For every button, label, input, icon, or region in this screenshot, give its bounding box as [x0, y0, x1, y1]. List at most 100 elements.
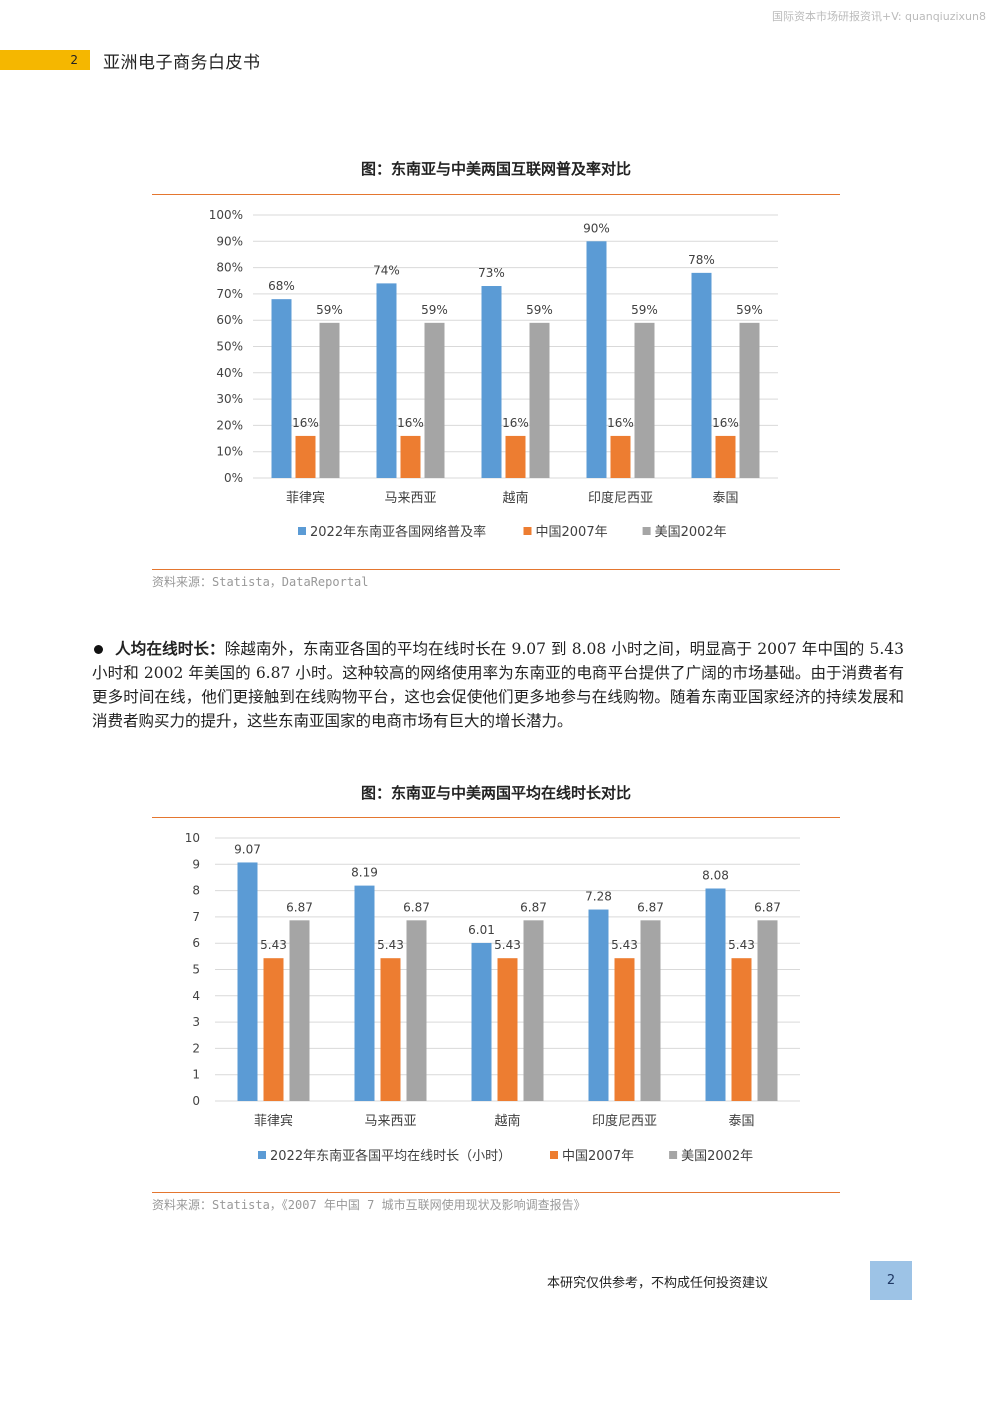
chart2-bar — [406, 920, 427, 1101]
chart2-data-label: 9.07 — [234, 842, 261, 856]
chart1-ytick-label: 80% — [216, 261, 243, 275]
chart1-bar — [715, 435, 736, 478]
chart2-bar — [705, 888, 726, 1101]
chart2-data-label: 5.43 — [611, 938, 638, 952]
chart1-ytick-label: 40% — [216, 366, 243, 380]
chart1-bar — [295, 435, 316, 478]
chart2-category-label: 印度尼西亚 — [592, 1113, 657, 1129]
figure1-title: 图：东南亚与中美两国互联网普及率对比 — [360, 160, 631, 178]
chart1-bar — [610, 435, 631, 478]
chart1-data-label: 16% — [397, 416, 424, 430]
chart1-bar — [529, 322, 550, 478]
chart2-legend-label: 美国2002年 — [681, 1149, 753, 1164]
chart2-bar — [757, 920, 778, 1101]
chart1-legend-label: 2022年东南亚各国网络普及率 — [310, 524, 486, 540]
chart2-legend-label: 中国2007年 — [562, 1149, 634, 1164]
chart1-bar — [586, 241, 607, 478]
chart2-bar — [354, 885, 375, 1101]
chart1-data-label: 73% — [478, 266, 505, 280]
figure1-chart: 0% 10% 20% 30% 40% 50% 60% 70% 80% 90% 100% 68% 16% 5… — [209, 208, 778, 540]
chart2-ytick-label: 3 — [192, 1015, 200, 1029]
chart1-bar — [505, 435, 526, 478]
chart2-legend-label: 2022年东南亚各国平均在线时长（小时） — [270, 1148, 511, 1164]
chart1-data-label: 90% — [583, 221, 610, 235]
chart2-bar — [640, 920, 661, 1101]
chart2-bar — [588, 909, 609, 1101]
chart1-category-label: 泰国 — [712, 491, 738, 506]
chart1-data-label: 78% — [688, 253, 715, 267]
chart1-data-label: 16% — [502, 416, 529, 430]
chart2-bar — [471, 942, 492, 1101]
chart1-legend-swatch — [642, 527, 651, 535]
chart1-category-label: 马来西亚 — [384, 491, 436, 506]
chart2-ytick-label: 6 — [192, 936, 200, 950]
chart2-category-label: 菲律宾 — [254, 1113, 293, 1129]
chart2-data-label: 6.87 — [403, 900, 430, 914]
chart1-ytick-label: 0% — [224, 471, 243, 485]
chart1-data-label: 16% — [292, 416, 319, 430]
chart2-data-label: 6.87 — [637, 900, 664, 914]
watermark-text: 国际资本市场研报资讯+V: quanqiuzixun8 — [771, 10, 986, 23]
chart1-bar — [319, 322, 340, 478]
chart2-category-label: 马来西亚 — [364, 1114, 416, 1129]
chart2-data-label: 5.43 — [260, 938, 287, 952]
chart2-ytick-label: 10 — [185, 831, 200, 845]
chart1-ytick-label: 70% — [216, 287, 243, 301]
chart1-data-label: 59% — [526, 303, 553, 317]
online-time-paragraph: 人均在线时长：除越南外，东南亚各国的平均在线时长在 9.07 到 8.08 小时… — [92, 637, 904, 733]
chart2-ytick-label: 1 — [192, 1068, 200, 1082]
figure2-bottom-rule — [152, 1192, 840, 1193]
chart2-ytick-label: 0 — [192, 1094, 200, 1108]
chart1-data-label: 59% — [421, 303, 448, 317]
chart2-data-label: 8.08 — [702, 868, 729, 882]
chart1-legend-label: 中国2007年 — [536, 525, 608, 540]
figure1-bottom-rule — [152, 569, 840, 570]
chart2-data-label: 5.43 — [494, 938, 521, 952]
chart1-data-label: 59% — [631, 303, 658, 317]
chart1-ytick-label: 100% — [209, 208, 243, 222]
chart2-data-label: 6.87 — [754, 900, 781, 914]
chart1-ytick-label: 60% — [216, 313, 243, 327]
figure2-chart: 0 1 2 3 4 5 6 7 8 9 10 9.07 5.43 6.87 菲律宾 8.19 5.43 6.87 马… — [185, 831, 800, 1164]
chart1-category-label: 印度尼西亚 — [588, 490, 653, 506]
chart1-bar — [271, 299, 292, 478]
chart2-data-label: 8.19 — [351, 866, 378, 880]
chart2-bar — [731, 958, 752, 1101]
chart1-bar — [691, 272, 712, 478]
chart1-bar — [400, 435, 421, 478]
chart1-data-label: 59% — [736, 303, 763, 317]
chart2-ytick-label: 2 — [192, 1041, 200, 1055]
chart2-legend-swatch — [669, 1151, 678, 1159]
figure2-title: 图：东南亚与中美两国平均在线时长对比 — [360, 784, 631, 802]
chart2-legend-swatch — [258, 1151, 266, 1159]
chart1-bar — [424, 322, 445, 478]
chart2-bar — [263, 958, 284, 1101]
chart2-data-label: 6.87 — [286, 900, 313, 914]
chart1-legend-label: 美国2002年 — [655, 525, 727, 540]
chart2-data-label: 5.43 — [377, 938, 404, 952]
chart2-data-label: 6.87 — [520, 900, 547, 914]
chart2-data-label: 7.28 — [585, 890, 612, 904]
chart1-bar — [739, 322, 760, 478]
chart2-ytick-label: 9 — [192, 857, 200, 871]
chart1-ytick-label: 30% — [216, 392, 243, 406]
chart2-category-label: 越南 — [494, 1113, 520, 1129]
chart1-data-label: 59% — [316, 303, 343, 317]
chart1-ytick-label: 50% — [216, 340, 243, 354]
header-title: 亚洲电子商务白皮书 — [103, 53, 261, 73]
chart1-category-label: 菲律宾 — [286, 490, 325, 506]
chart2-bar — [237, 862, 258, 1101]
figure2-top-rule — [152, 817, 840, 818]
chart1-data-label: 16% — [607, 416, 634, 430]
paragraph-lead: 人均在线时长： — [115, 640, 225, 658]
chart1-data-label: 16% — [712, 416, 739, 430]
chart2-legend-swatch — [550, 1151, 558, 1159]
footer-page-number: 2 — [870, 1261, 912, 1300]
chart1-data-label: 68% — [268, 279, 295, 293]
chart2-data-label: 6.01 — [468, 923, 495, 937]
chart1-data-label: 74% — [373, 263, 400, 277]
chart1-bar — [634, 322, 655, 478]
chart1-legend-swatch — [298, 527, 306, 535]
chart1-ytick-label: 10% — [216, 445, 243, 459]
chart1-bar — [376, 283, 397, 478]
